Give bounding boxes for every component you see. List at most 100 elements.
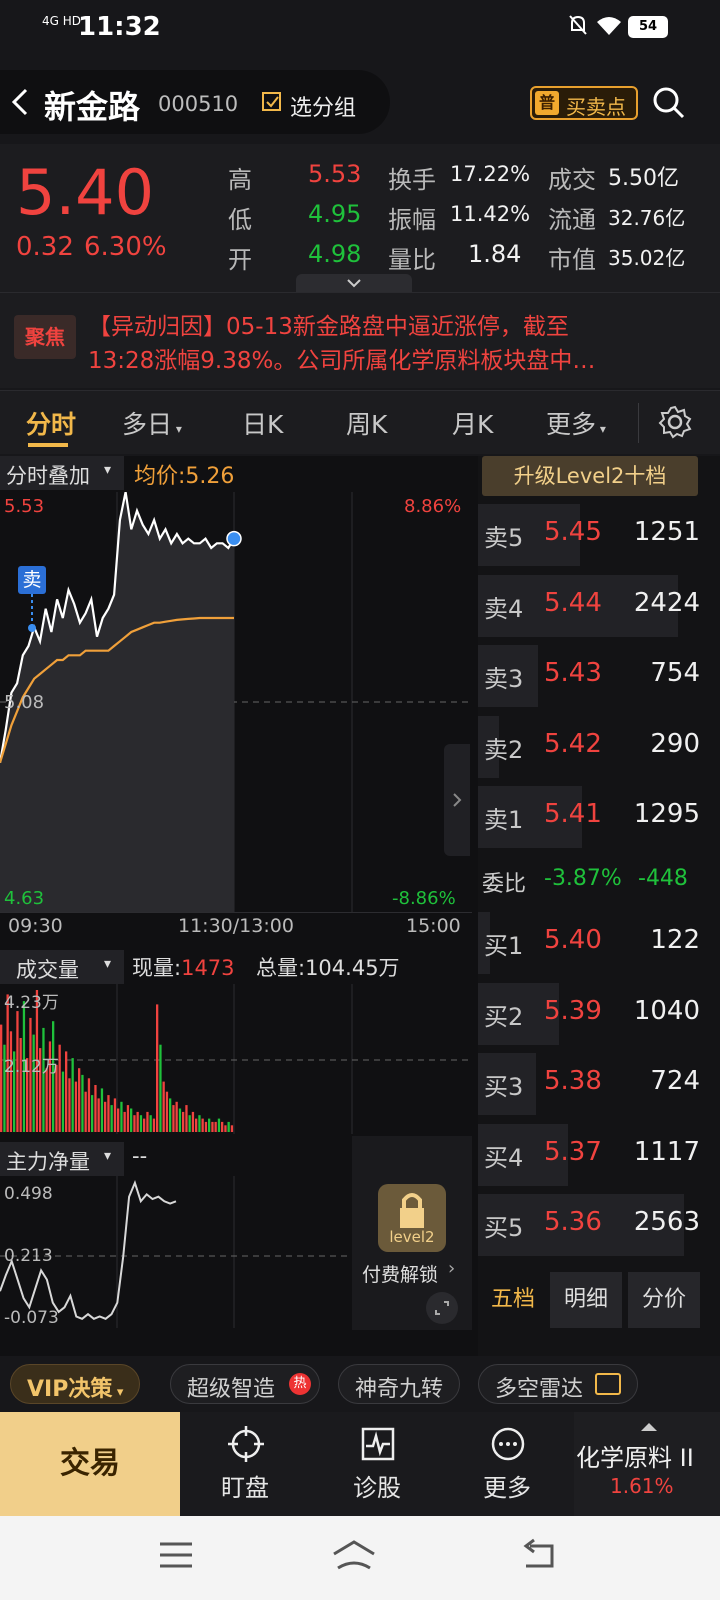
nav-diagnose[interactable]: 诊股 — [312, 1412, 442, 1516]
back-icon[interactable] — [520, 1538, 558, 1572]
bid-price: 5.37 — [544, 1136, 602, 1167]
open-label: 开 — [228, 246, 252, 274]
bid-row[interactable]: 买2 5.39 1040 — [478, 979, 720, 1049]
tab-intraday[interactable]: 分时 — [26, 410, 77, 439]
volume-bar — [214, 1121, 217, 1132]
trade-point-button[interactable]: 普 买卖点 — [530, 86, 638, 120]
nav-more[interactable]: 更多 — [442, 1412, 572, 1516]
hot-badge: 热 — [289, 1373, 311, 1395]
bid-price: 5.40 — [544, 925, 602, 955]
super-smart-button[interactable]: 超级智造 热 — [170, 1364, 321, 1404]
volume-bar — [162, 1081, 165, 1132]
radar-button[interactable]: 多空雷达 — [478, 1364, 639, 1404]
order-book: 升级Level2十档 卖5 5.45 1251 卖4 5.44 2424 卖3 5.43 754… — [478, 456, 720, 1356]
tab-weekly-k[interactable]: 周K — [346, 410, 388, 439]
tab-detail[interactable]: 明细 — [550, 1272, 622, 1328]
bid-label: 买4 — [484, 1143, 524, 1172]
back-button[interactable] — [8, 84, 32, 120]
bid-volume: 122 — [650, 925, 700, 955]
sell-marker[interactable]: 卖 — [18, 566, 46, 594]
main-force-dropdown[interactable]: 主力净量 ▾ — [0, 1142, 124, 1176]
news-banner[interactable]: 聚焦 【异动归因】05-13新金路盘中逼近涨停，截至 13:28涨幅9.38%。… — [0, 292, 720, 388]
volume-bar — [175, 1101, 178, 1132]
mktcap-label: 市值 — [548, 246, 596, 274]
volume-bar — [13, 1051, 16, 1132]
volume-chart[interactable] — [0, 984, 472, 1134]
gear-icon[interactable] — [658, 405, 692, 439]
pct-axis-bottom: -8.86% — [392, 888, 456, 909]
volume-bar — [152, 1118, 156, 1132]
ask-volume: 290 — [650, 728, 700, 759]
menu-icon[interactable] — [158, 1540, 194, 1570]
upgrade-level2-button[interactable]: 升级Level2十档 — [482, 456, 698, 496]
home-icon[interactable] — [330, 1538, 378, 1572]
volume-bar — [227, 1121, 230, 1132]
magic-nine-button[interactable]: 神奇九转 — [338, 1364, 461, 1404]
overlay-dropdown[interactable]: 分时叠加 ▾ — [0, 456, 124, 490]
tab-more[interactable]: 更多 ▾ — [546, 410, 606, 439]
tab-five-levels[interactable]: 五档 — [490, 1287, 535, 1312]
bid-row[interactable]: 买1 5.40 122 — [478, 908, 720, 978]
bid-row[interactable]: 买4 5.37 1117 — [478, 1120, 720, 1190]
search-icon[interactable] — [652, 86, 686, 120]
unlock-label: 付费解锁 — [362, 1264, 439, 1286]
stock-code: 000510 — [158, 92, 239, 116]
tab-daily-k[interactable]: 日K — [242, 410, 284, 439]
ratio-diff: -448 — [638, 866, 688, 891]
main-force-chart[interactable] — [0, 1176, 472, 1328]
volume-bar — [201, 1118, 204, 1132]
bid-volume: 2563 — [633, 1207, 700, 1237]
trade-button[interactable]: 交易 — [0, 1412, 180, 1516]
ask-row[interactable]: 卖4 5.44 2424 — [478, 571, 720, 641]
time-mid: 11:30/13:00 — [178, 915, 294, 937]
volume-bar — [97, 1098, 100, 1132]
volume-bar — [208, 1118, 211, 1132]
battery-icon: 54 — [628, 16, 668, 38]
expand-side-panel-button[interactable] — [444, 744, 470, 856]
volume-bar — [478, 1053, 536, 1115]
target-icon — [228, 1426, 264, 1462]
volume-bar — [136, 1111, 139, 1132]
volume-bar — [217, 1118, 221, 1132]
trade-point-label: 买卖点 — [566, 95, 626, 119]
ask-row[interactable]: 卖2 5.42 290 — [478, 712, 720, 782]
volume-bar — [104, 1101, 107, 1132]
bid-row[interactable]: 买5 5.36 2563 — [478, 1190, 720, 1260]
volume-bar — [123, 1111, 126, 1132]
volume-dropdown[interactable]: 成交量 ▾ — [0, 950, 124, 984]
volume-bar — [26, 1058, 29, 1132]
volume-bar — [478, 1194, 684, 1256]
ask-row[interactable]: 卖1 5.41 1295 — [478, 782, 720, 852]
sector-button[interactable]: 化学原料 II 1.61% — [574, 1412, 720, 1516]
bid-row[interactable]: 买3 5.38 724 — [478, 1049, 720, 1119]
volume-bar — [230, 1125, 234, 1132]
bid-volume: 724 — [650, 1066, 700, 1096]
nav-watch[interactable]: 盯盘 — [180, 1412, 310, 1516]
float-label: 流通 — [548, 206, 596, 234]
vip-decision-button[interactable]: VIP决策 ▾ — [10, 1364, 141, 1404]
bid-label: 买5 — [484, 1214, 524, 1242]
level2-lock-panel[interactable]: level2 付费解锁 › — [352, 1136, 472, 1330]
ask-row[interactable]: 卖5 5.45 1251 — [478, 500, 720, 570]
volume-bar — [172, 1105, 175, 1132]
ask-row[interactable]: 卖3 5.43 754 — [478, 641, 720, 711]
low-value: 4.95 — [308, 200, 362, 228]
volume-bar — [91, 1095, 94, 1132]
expand-toggle[interactable] — [296, 274, 412, 292]
clock: 11:32 — [78, 12, 161, 42]
intraday-chart[interactable] — [0, 492, 472, 912]
volume-bar — [182, 1111, 185, 1132]
tab-price-distribution[interactable]: 分价 — [628, 1272, 700, 1328]
ask-price: 5.43 — [544, 658, 602, 688]
bid-label: 买3 — [484, 1073, 524, 1101]
group-button[interactable]: 选分组 — [262, 90, 542, 121]
volume-bar — [3, 1044, 6, 1132]
fullscreen-icon[interactable] — [426, 1292, 458, 1324]
volume-bar — [211, 1121, 214, 1132]
divider — [638, 403, 639, 443]
ask-label: 卖1 — [484, 806, 524, 834]
tab-monthly-k[interactable]: 月K — [452, 410, 494, 439]
tab-multiday[interactable]: 多日 ▾ — [122, 410, 182, 439]
main-force-axis-top: 0.498 — [4, 1184, 53, 1204]
amount-value: 5.50亿 — [608, 166, 679, 191]
